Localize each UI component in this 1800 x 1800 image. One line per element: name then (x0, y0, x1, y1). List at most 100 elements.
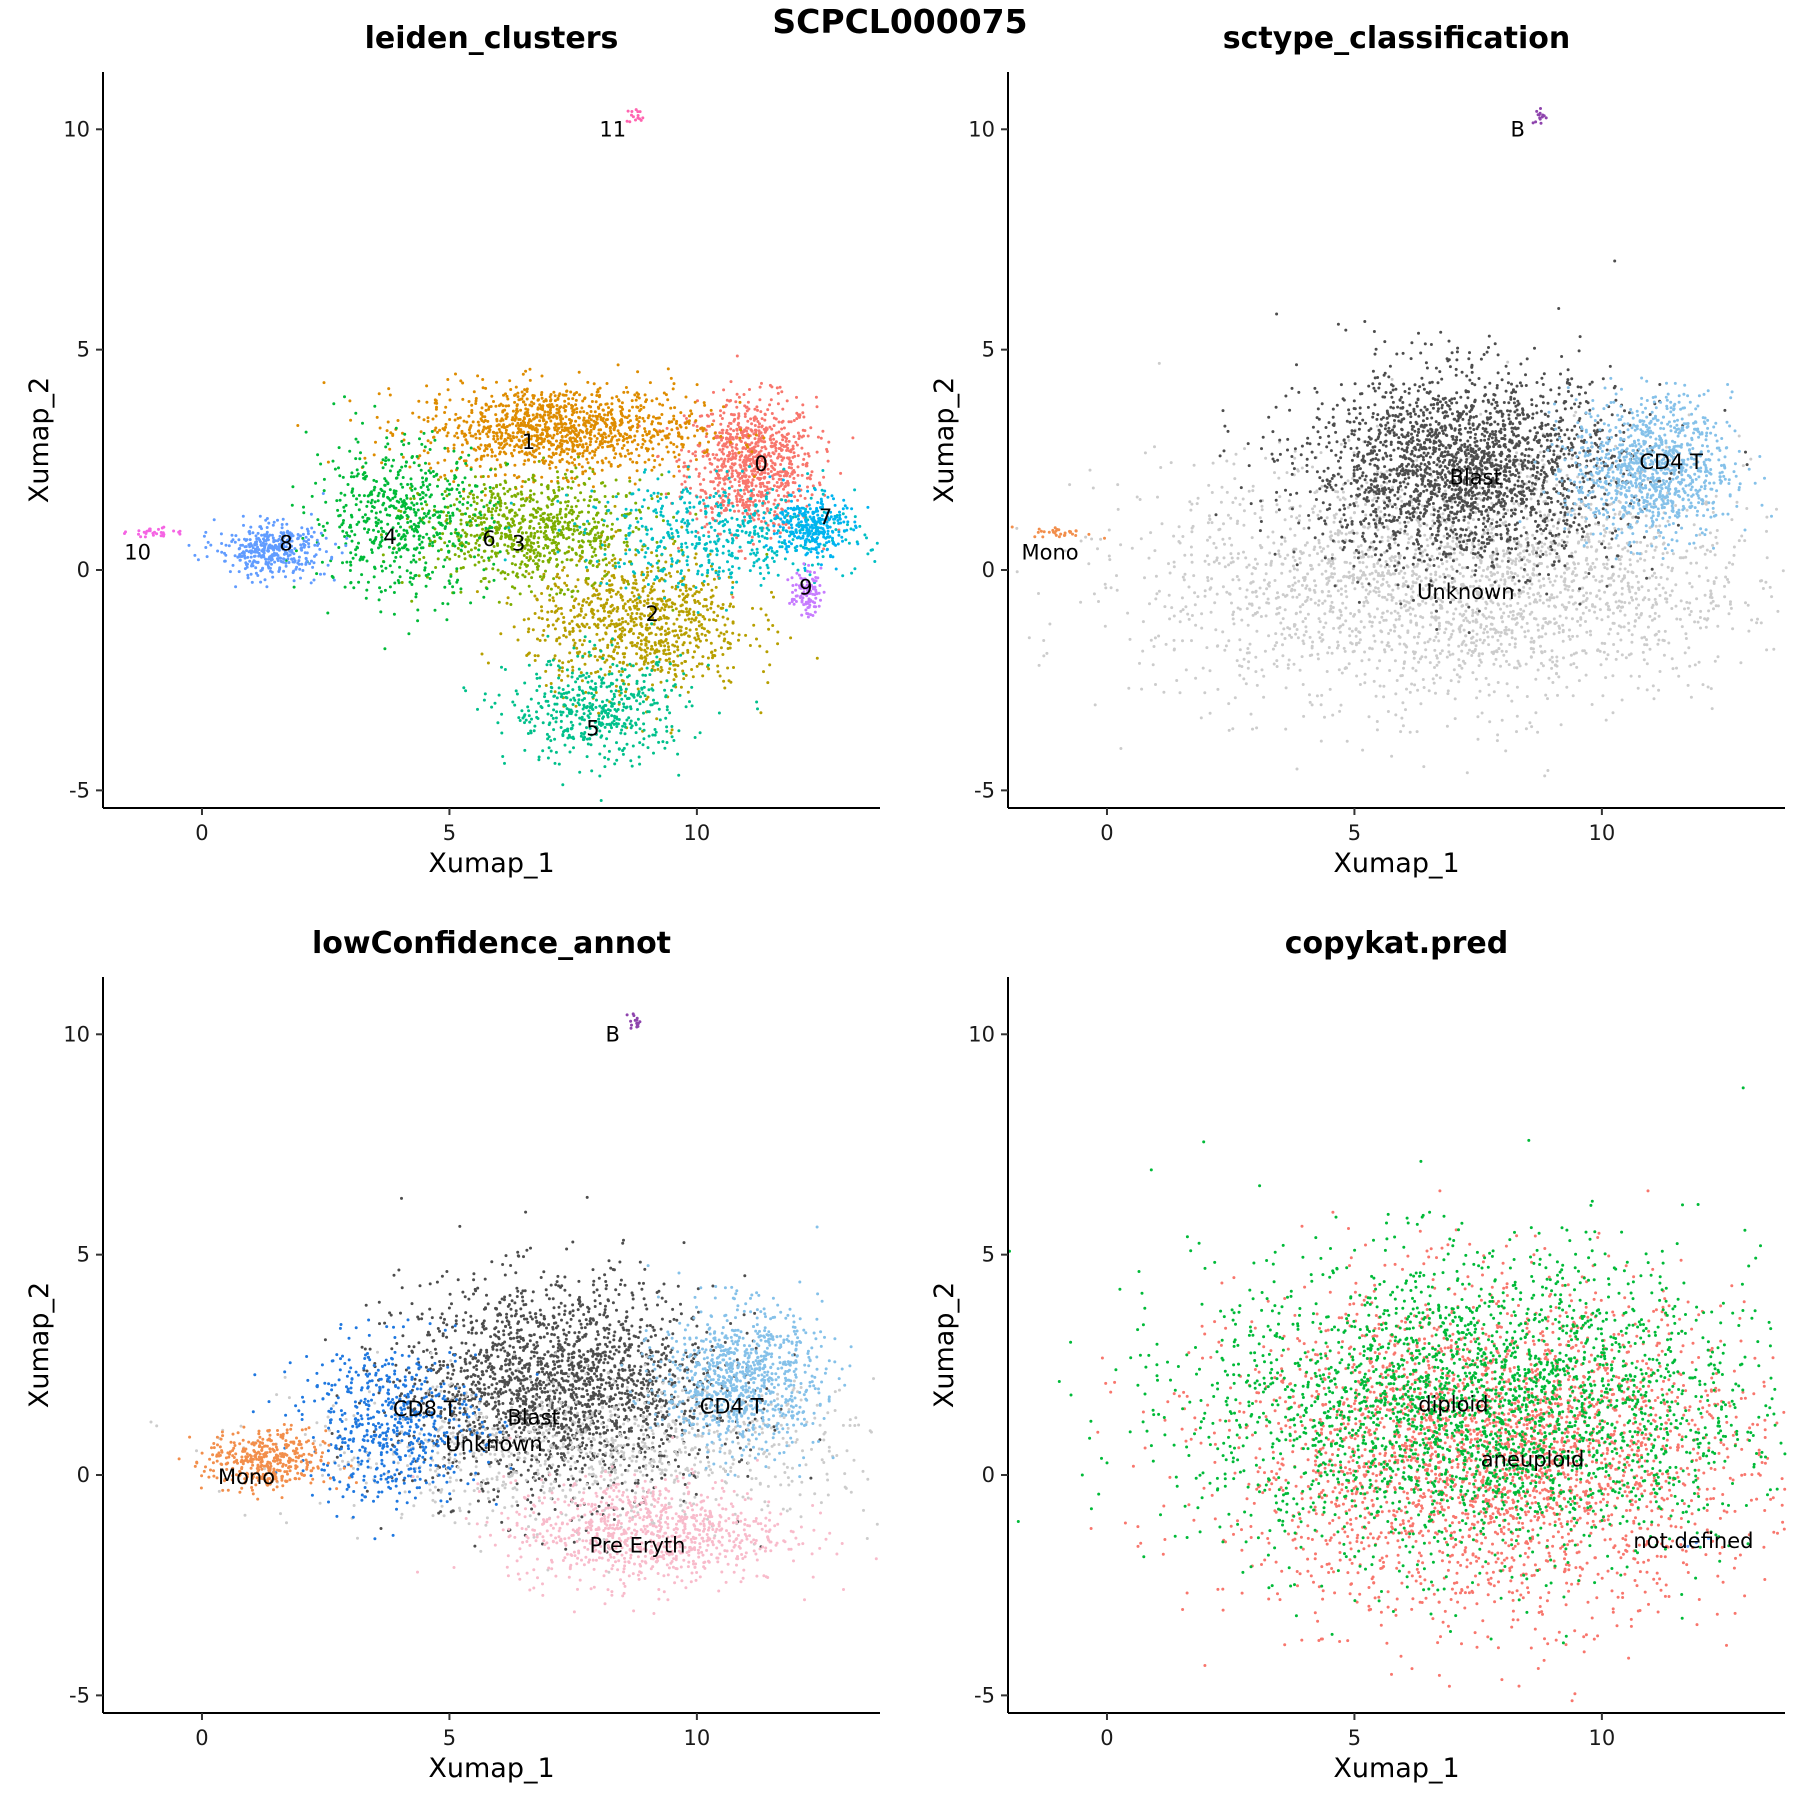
point (795, 443, 799, 447)
point (737, 549, 741, 553)
point (378, 510, 382, 514)
point (665, 708, 669, 712)
point (593, 453, 597, 457)
point (459, 587, 463, 591)
point (681, 592, 685, 596)
point (571, 669, 575, 672)
point (548, 395, 552, 399)
point (646, 416, 650, 420)
point (803, 496, 807, 500)
point (798, 434, 801, 438)
point (473, 534, 477, 538)
point (737, 395, 741, 399)
point (422, 521, 426, 525)
point (482, 595, 486, 599)
point (397, 509, 401, 513)
point (386, 442, 390, 446)
point (546, 513, 550, 517)
point (603, 547, 607, 551)
point (741, 446, 745, 450)
point (555, 432, 559, 436)
point (716, 474, 720, 478)
point (667, 598, 671, 602)
point (709, 606, 713, 610)
point (427, 536, 431, 540)
point (669, 731, 673, 735)
point (731, 437, 735, 440)
point (747, 490, 750, 494)
point (337, 446, 341, 450)
point (762, 577, 766, 580)
point (650, 399, 654, 403)
point (491, 567, 495, 571)
point (705, 574, 709, 578)
point (525, 497, 529, 501)
point (737, 509, 741, 513)
point (447, 579, 451, 583)
point (574, 704, 578, 708)
point (563, 422, 567, 425)
point (414, 547, 418, 551)
point (703, 633, 707, 637)
point (567, 448, 571, 451)
point (630, 764, 634, 768)
point (726, 424, 730, 428)
point (585, 705, 589, 708)
point (419, 497, 423, 501)
point (586, 596, 590, 600)
point (394, 476, 398, 480)
point (766, 408, 770, 412)
point (801, 411, 805, 415)
point (496, 492, 500, 496)
point (399, 525, 402, 529)
point (523, 721, 526, 725)
point (664, 573, 668, 577)
point (762, 465, 765, 469)
point (543, 410, 547, 414)
point (416, 608, 420, 612)
point (642, 419, 646, 423)
point (561, 568, 565, 572)
point (702, 627, 706, 631)
point (792, 435, 796, 439)
point (482, 483, 486, 486)
point (644, 650, 648, 654)
point (430, 430, 434, 433)
point (614, 689, 618, 693)
point (656, 455, 660, 459)
point (440, 492, 444, 496)
point (537, 536, 541, 540)
point (529, 489, 533, 493)
point (604, 632, 608, 636)
point (751, 542, 755, 546)
point (557, 488, 561, 492)
point (665, 705, 669, 709)
point (643, 638, 647, 642)
point (569, 455, 573, 459)
point (676, 585, 680, 589)
point (629, 615, 633, 618)
point (740, 495, 744, 499)
point (618, 528, 622, 532)
point (554, 584, 558, 588)
point (702, 502, 706, 506)
point (565, 584, 569, 587)
point (448, 514, 452, 518)
point (641, 743, 645, 747)
point (379, 544, 383, 548)
point (431, 417, 435, 421)
point (374, 516, 378, 520)
point (570, 476, 574, 480)
point (426, 451, 430, 455)
point (772, 595, 775, 599)
point (537, 701, 541, 705)
point (652, 588, 656, 592)
point (758, 644, 762, 648)
point (736, 491, 740, 495)
point (535, 598, 539, 602)
point (727, 437, 731, 441)
point (482, 420, 486, 424)
point (809, 473, 813, 477)
point (667, 645, 670, 649)
point (549, 419, 553, 423)
